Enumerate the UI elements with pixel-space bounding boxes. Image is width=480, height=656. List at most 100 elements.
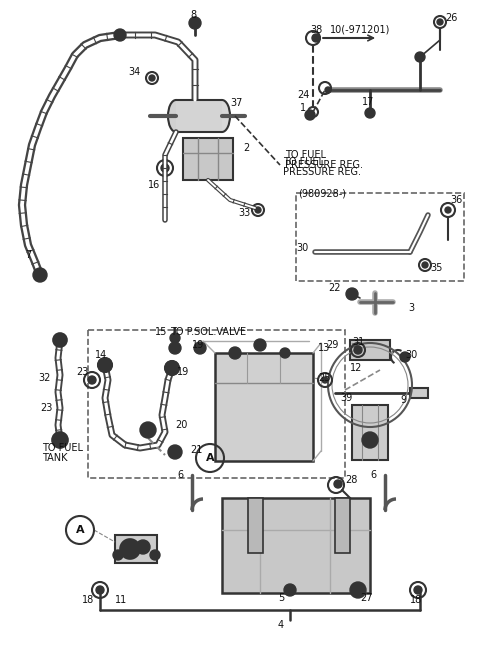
Circle shape — [325, 87, 331, 93]
Text: 16: 16 — [148, 180, 160, 190]
Circle shape — [254, 339, 266, 351]
Text: TANK: TANK — [42, 453, 68, 463]
Text: 23: 23 — [76, 367, 88, 377]
Text: 37: 37 — [230, 98, 242, 108]
Circle shape — [168, 445, 182, 459]
Circle shape — [169, 342, 181, 354]
Text: 36: 36 — [450, 195, 462, 205]
Text: 19: 19 — [192, 340, 204, 350]
Text: 30: 30 — [296, 243, 308, 253]
Text: 29: 29 — [326, 340, 338, 350]
Text: 23: 23 — [40, 403, 52, 413]
Text: 32: 32 — [38, 373, 50, 383]
Bar — [248, 498, 263, 553]
Text: 3: 3 — [408, 303, 414, 313]
Text: 6: 6 — [177, 470, 183, 480]
Text: 27: 27 — [360, 593, 372, 603]
Circle shape — [229, 347, 241, 359]
Circle shape — [52, 432, 68, 448]
Bar — [222, 498, 370, 593]
Circle shape — [189, 17, 201, 29]
Text: TO FUEL: TO FUEL — [285, 150, 326, 160]
Bar — [215, 353, 313, 461]
Text: 24: 24 — [297, 90, 310, 100]
Ellipse shape — [168, 100, 184, 132]
Circle shape — [149, 75, 155, 81]
Circle shape — [170, 333, 180, 343]
Text: 20: 20 — [175, 420, 187, 430]
Circle shape — [414, 586, 422, 594]
Circle shape — [354, 346, 362, 354]
Text: 18: 18 — [410, 595, 422, 605]
Circle shape — [33, 268, 47, 282]
Text: 10(-971201): 10(-971201) — [330, 25, 390, 35]
Text: TO FUEL: TO FUEL — [42, 443, 83, 453]
Text: 5: 5 — [278, 593, 284, 603]
Text: 30: 30 — [405, 350, 417, 360]
Text: 2: 2 — [243, 143, 249, 153]
Circle shape — [362, 432, 378, 448]
Circle shape — [120, 539, 140, 559]
Text: 12: 12 — [350, 363, 362, 373]
Circle shape — [346, 288, 358, 300]
Ellipse shape — [214, 100, 230, 132]
Text: 25: 25 — [318, 373, 331, 383]
Text: 28: 28 — [345, 475, 358, 485]
Circle shape — [171, 448, 179, 456]
Circle shape — [98, 358, 112, 372]
Circle shape — [284, 584, 296, 596]
Text: 22: 22 — [328, 283, 340, 293]
Circle shape — [312, 34, 320, 42]
Circle shape — [165, 361, 179, 375]
Text: 13: 13 — [318, 343, 330, 353]
Text: 35: 35 — [430, 263, 443, 273]
Text: PRESSURE REG.: PRESSURE REG. — [283, 167, 361, 177]
Circle shape — [114, 29, 126, 41]
Bar — [352, 405, 388, 460]
Text: 34: 34 — [128, 67, 140, 77]
Circle shape — [136, 540, 150, 554]
Circle shape — [350, 582, 366, 598]
Circle shape — [422, 262, 428, 268]
Text: 26: 26 — [445, 13, 457, 23]
Bar — [176, 100, 222, 132]
Circle shape — [161, 164, 169, 172]
Text: TO P.SOL.VALVE: TO P.SOL.VALVE — [170, 327, 246, 337]
Circle shape — [280, 348, 290, 358]
Circle shape — [437, 19, 443, 25]
Text: A: A — [206, 453, 214, 463]
Text: 11: 11 — [115, 595, 127, 605]
Circle shape — [415, 52, 425, 62]
Text: 6: 6 — [370, 470, 376, 480]
Text: (980928-): (980928-) — [298, 188, 346, 198]
Circle shape — [334, 480, 342, 488]
Bar — [335, 498, 350, 553]
Circle shape — [53, 333, 67, 347]
Bar — [88, 330, 345, 478]
Text: TO FUEL: TO FUEL — [283, 157, 324, 167]
Text: 15: 15 — [155, 327, 168, 337]
Circle shape — [113, 550, 123, 560]
Circle shape — [88, 376, 96, 384]
Text: A: A — [76, 525, 84, 535]
Text: 8: 8 — [190, 10, 196, 20]
Text: 17: 17 — [362, 97, 374, 107]
Circle shape — [96, 586, 104, 594]
Bar — [350, 340, 390, 360]
Text: 21: 21 — [190, 445, 203, 455]
Text: 9: 9 — [400, 395, 406, 405]
Text: 4: 4 — [278, 620, 284, 630]
Text: 14: 14 — [95, 350, 107, 360]
Circle shape — [305, 110, 315, 120]
Bar — [296, 193, 464, 281]
Text: 31: 31 — [352, 337, 364, 347]
Text: 33: 33 — [238, 208, 250, 218]
Circle shape — [365, 108, 375, 118]
Text: 7: 7 — [25, 250, 31, 260]
Circle shape — [445, 207, 451, 213]
Circle shape — [194, 342, 206, 354]
Circle shape — [400, 352, 410, 362]
Bar — [410, 388, 428, 398]
Bar — [183, 138, 233, 180]
Text: 38: 38 — [310, 25, 322, 35]
